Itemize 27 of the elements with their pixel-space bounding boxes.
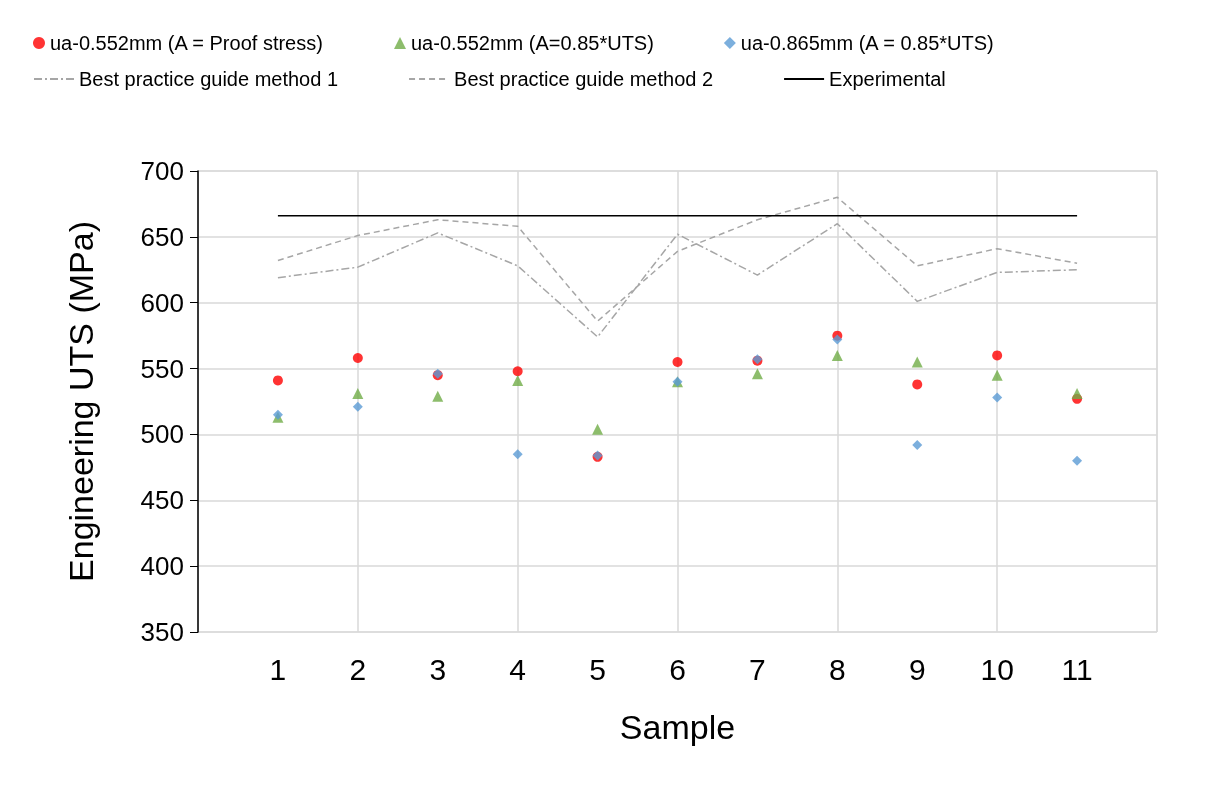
legend-label: Best practice guide method 1 bbox=[79, 68, 339, 90]
legend-label: ua-0.865mm (A = 0.85*UTS) bbox=[740, 32, 994, 54]
y-tick-label: 450 bbox=[140, 485, 184, 516]
y-tick-label: 650 bbox=[140, 221, 184, 252]
y-tick-label: 500 bbox=[140, 419, 184, 450]
x-tick-label: 3 bbox=[429, 652, 447, 686]
x-tick-label: 7 bbox=[749, 652, 766, 686]
x-tick-label: 6 bbox=[669, 652, 686, 686]
y-tick-label: 350 bbox=[140, 617, 184, 647]
legend-label: Best practice guide method 2 bbox=[454, 68, 714, 90]
x-tick-label: 4 bbox=[509, 652, 527, 686]
legend-label: ua-0.552mm (A = Proof stress) bbox=[50, 32, 323, 54]
x-tick-label: 1 bbox=[269, 652, 287, 686]
x-tick-label: 9 bbox=[908, 652, 926, 686]
y-tick-label: 400 bbox=[140, 551, 184, 582]
x-tick-label: 11 bbox=[1061, 652, 1093, 686]
y-tick-label: 550 bbox=[140, 353, 184, 384]
y-tick-label: 700 bbox=[140, 156, 184, 186]
x-tick-label: 2 bbox=[349, 652, 367, 686]
x-tick-label: 10 bbox=[980, 652, 1014, 686]
y-axis-title: Engineering UTS (MPa) bbox=[62, 221, 100, 582]
x-tick-label: 8 bbox=[828, 652, 846, 686]
legend-label: ua-0.552mm (A=0.85*UTS) bbox=[410, 32, 654, 54]
y-tick-label: 600 bbox=[140, 287, 184, 318]
x-axis-title: Sample bbox=[619, 708, 736, 746]
x-tick-label: 5 bbox=[589, 652, 606, 686]
legend-label: Experimental bbox=[829, 68, 946, 90]
